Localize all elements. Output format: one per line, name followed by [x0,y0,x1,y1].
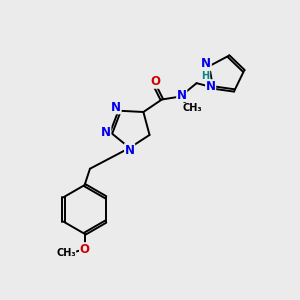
Text: H: H [202,70,210,81]
Text: N: N [101,126,111,140]
Text: CH₃: CH₃ [182,103,202,113]
Text: N: N [177,88,187,102]
Text: O: O [80,243,90,256]
Text: N: N [201,57,211,70]
Text: N: N [124,144,135,157]
Text: N: N [206,80,216,93]
Text: CH₃: CH₃ [56,248,76,258]
Text: O: O [150,75,160,88]
Text: N: N [111,101,121,114]
